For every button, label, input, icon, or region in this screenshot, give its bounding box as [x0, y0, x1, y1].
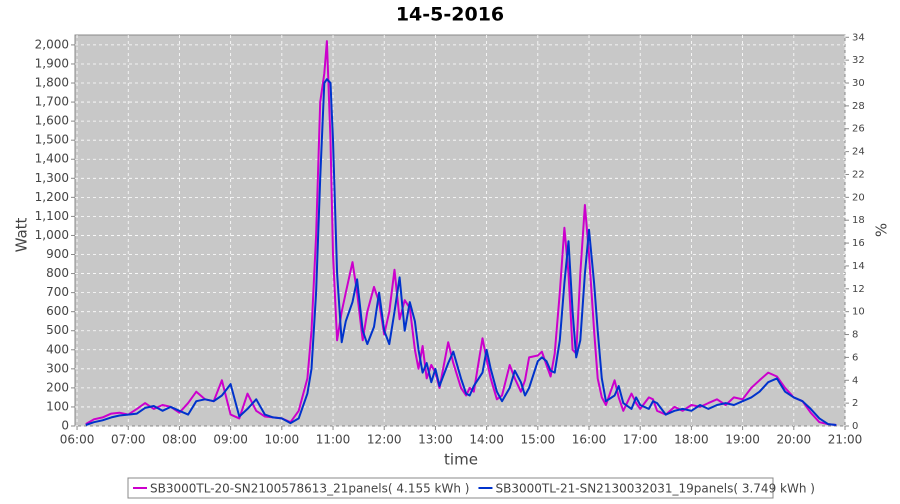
y2-tick-label: 22 [852, 169, 865, 180]
chart-title: 14-5-2016 [396, 4, 504, 26]
y2-tick-label: 18 [852, 215, 865, 226]
x-tick-label: 12:00 [367, 433, 402, 447]
y-tick-label: 800 [46, 266, 69, 280]
x-tick-label: 15:00 [521, 433, 556, 447]
y2-tick-label: 32 [852, 55, 865, 66]
series-line [85, 40, 837, 426]
y-tick-label: 1,700 [35, 95, 69, 109]
x-tick-label: 13:00 [418, 433, 453, 447]
y2-tick-label: 8 [852, 330, 858, 341]
x-tick-label: 07:00 [111, 433, 146, 447]
y-tick-label: 200 [46, 380, 69, 394]
y2-tick-label: 0 [852, 421, 858, 432]
x-tick-label: 17:00 [623, 433, 658, 447]
x-tick-label: 10:00 [265, 433, 300, 447]
legend-label: SB3000TL-21-SN2130032031_19panels( 3.749… [495, 482, 814, 496]
x-tick-label: 09:00 [213, 433, 248, 447]
y2-tick-label: 26 [852, 124, 865, 135]
y-tick-label: 900 [46, 247, 69, 261]
x-tick-label: 14:00 [469, 433, 504, 447]
y2-tick-label: 4 [852, 375, 858, 386]
x-tick-label: 06:00 [60, 433, 95, 447]
y-tick-label: 1,100 [35, 209, 69, 223]
y-tick-label: 600 [46, 304, 69, 318]
x-tick-label: 20:00 [777, 433, 812, 447]
x-tick-label: 11:00 [316, 433, 351, 447]
y2-tick-label: 28 [852, 101, 865, 112]
y2-tick-label: 14 [852, 261, 865, 272]
y-tick-label: 1,500 [35, 133, 69, 147]
y-tick-label: 300 [46, 361, 69, 375]
plot-area [74, 34, 846, 427]
y2-tick-label: 16 [852, 238, 865, 249]
y2-axis-label: % [873, 223, 891, 237]
y-tick-label: 1,300 [35, 171, 69, 185]
y-tick-label: 1,600 [35, 114, 69, 128]
y-tick-label: 1,200 [35, 190, 69, 204]
y-tick-label: 2,000 [35, 37, 69, 51]
y-tick-label: 1,900 [35, 56, 69, 70]
x-tick-label: 21:00 [828, 433, 863, 447]
y-axis-label: Watt [13, 217, 31, 252]
y2-tick-label: 20 [852, 192, 865, 203]
y-tick-label: 1,000 [35, 228, 69, 242]
y2-tick-label: 24 [852, 147, 865, 158]
x-axis-label: time [444, 451, 478, 469]
y-tick-label: 0 [61, 419, 69, 433]
legend-label: SB3000TL-20-SN2100578613_21panels( 4.155… [150, 482, 469, 496]
y-tick-label: 500 [46, 323, 69, 337]
x-tick-label: 08:00 [162, 433, 197, 447]
y-tick-label: 1,800 [35, 76, 69, 90]
y2-tick-label: 10 [852, 307, 865, 318]
y-tick-label: 400 [46, 342, 69, 356]
y-tick-label: 1,400 [35, 152, 69, 166]
legend [127, 477, 774, 499]
y2-tick-label: 2 [852, 398, 858, 409]
y-tick-label: 100 [46, 399, 69, 413]
series-line [85, 78, 837, 426]
x-tick-label: 19:00 [725, 433, 760, 447]
y2-tick-label: 6 [852, 352, 858, 363]
y2-tick-label: 30 [852, 78, 865, 89]
y-tick-label: 700 [46, 285, 69, 299]
x-tick-label: 16:00 [572, 433, 607, 447]
y2-tick-label: 34 [852, 32, 865, 43]
y2-tick-label: 12 [852, 284, 865, 295]
x-tick-label: 18:00 [674, 433, 709, 447]
